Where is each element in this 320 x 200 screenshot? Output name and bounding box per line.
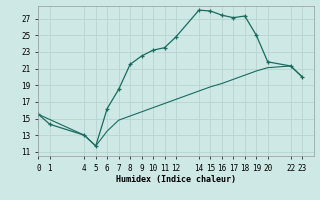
X-axis label: Humidex (Indice chaleur): Humidex (Indice chaleur) (116, 175, 236, 184)
